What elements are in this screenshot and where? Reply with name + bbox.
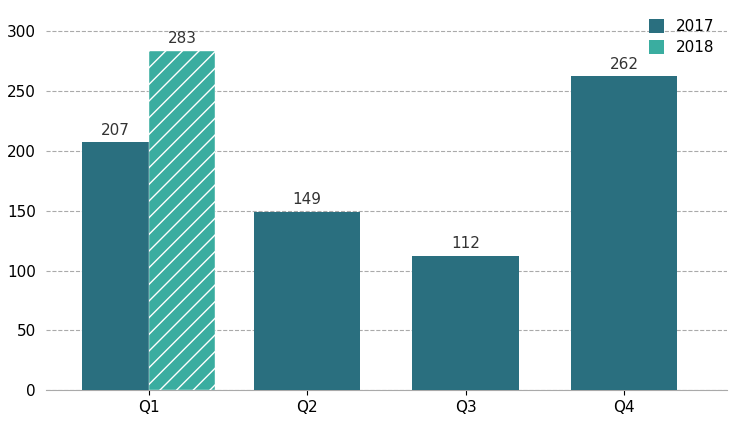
Text: 262: 262 [609, 57, 639, 72]
Text: 149: 149 [293, 192, 321, 207]
Bar [149, 51, 215, 390]
Bar [254, 212, 360, 390]
Text: 283: 283 [167, 32, 197, 46]
Bar [571, 76, 677, 390]
Bar [413, 256, 519, 390]
Text: 207: 207 [101, 122, 130, 138]
Text: 112: 112 [451, 236, 480, 252]
Bar [82, 142, 149, 390]
Legend: 2017, 2018: 2017, 2018 [644, 15, 719, 60]
